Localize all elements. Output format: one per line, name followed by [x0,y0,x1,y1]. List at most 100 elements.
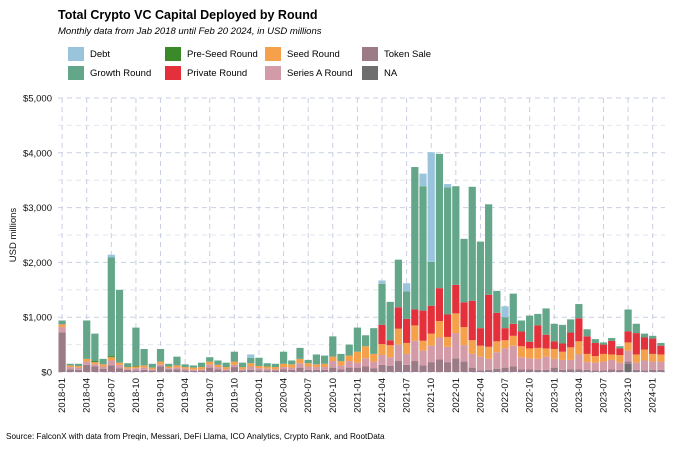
bar-segment-seed-round [419,340,427,351]
bar-segment-series-a-round [632,362,640,370]
bar-segment-token-sale [550,367,558,372]
bar-segment-series-a-round [115,364,124,369]
bar-segment-growth-round [394,259,403,308]
bar-segment-series-a-round [181,368,189,371]
bar-segment-growth-round [485,204,493,295]
bar-segment-token-sale [353,367,362,372]
bar-segment-growth-round [197,362,206,368]
bar-segment-growth-round [542,308,550,335]
bar-segment-private-round [403,318,411,343]
x-tick-label: 2020-01 [254,378,265,413]
bar-segment-growth-round [140,348,148,366]
bar-segment-series-a-round [189,369,197,371]
bar-segment-seed-round [493,341,501,353]
bar-segment-token-sale [320,369,329,372]
bar-segment-token-sale [632,369,640,372]
bar-segment-series-a-round [403,353,411,365]
bar-segment-token-sale [58,332,66,372]
bar-segment-series-a-round [99,366,107,369]
bar-segment-series-a-round [509,345,517,367]
bar-segment-seed-round [271,367,279,370]
bar-segment-token-sale [74,369,83,372]
legend-swatch [165,66,181,80]
bar-segment-series-a-round [288,367,296,370]
bar-segment-growth-round [263,363,271,367]
bar-segment-private-round [394,307,403,329]
bar-segment-private-round [649,338,657,354]
bar-segment-growth-round [616,346,624,349]
bar-segment-token-sale [509,366,517,372]
bar-segment-growth-round [411,167,419,310]
bar-segment-series-a-round [83,361,91,365]
bar-segment-seed-round [435,321,444,338]
bar-segment-token-sale [624,361,632,364]
bar-segment-token-sale [476,370,485,372]
bar-segment-growth-round [517,320,526,332]
bar-segment-token-sale [263,370,271,372]
bar-segment-private-round [599,344,608,354]
bar-segment-series-a-round [591,362,599,371]
bar-segment-growth-round [255,357,263,366]
bar-segment-growth-round [296,347,304,359]
x-tick-label: 2020-10 [328,378,339,413]
bar-segment-token-sale [107,365,115,372]
bar-segment-seed-round [99,364,107,367]
bar-segment-growth-round [435,153,444,289]
bar-segment-token-sale [173,369,181,372]
bar-segment-private-round [591,342,599,357]
y-tick-label: $2,000 [23,258,52,269]
bar-segment-growth-round [271,363,279,368]
bar-segment-series-a-round [567,359,575,370]
bar-segment-token-sale [222,370,230,372]
bar-segment-debt [403,283,411,292]
x-tick-label: 2019-07 [205,378,216,413]
bar-segment-growth-round [460,238,468,303]
bar-segment-series-a-round [550,358,558,368]
bar-segment-token-sale [608,369,616,372]
bar-segment-growth-round [124,363,132,368]
bar-segment-seed-round [575,341,583,355]
bar-segment-series-a-round [165,368,173,370]
bar-segment-series-a-round [91,364,99,367]
bar-segment-seed-round [640,349,649,361]
bar-segment-seed-round [649,353,657,362]
bar-segment-growth-round [534,313,542,326]
bar-segment-seed-round [485,346,493,359]
bar-segment-seed-round [140,365,148,368]
legend-label: Series A Round [287,67,353,79]
legend-swatch [362,66,378,80]
bar-segment-growth-round [608,338,616,341]
bar-segment-seed-round [476,345,485,357]
legend-swatch [165,47,181,61]
legend-label: Private Round [187,67,248,79]
bar-segment-growth-round [624,309,632,332]
bar-segment-seed-round [591,356,599,363]
bar-segment-series-a-round [558,359,567,370]
bar-segment-token-sale [501,367,509,372]
bar-segment-growth-round [238,362,247,368]
bar-segment-seed-round [534,347,542,359]
y-tick-label: $5,000 [23,94,52,105]
bar-segment-token-sale [534,369,542,372]
bar-segment-growth-round [386,301,394,341]
legend-label: Token Sale [384,48,432,60]
bar-segment-series-a-round [312,367,320,370]
bar-segment-seed-round [189,367,197,370]
bar-segment-series-a-round [345,361,353,368]
bar-segment-seed-round [304,363,312,367]
bar-segment-seed-round [386,345,394,358]
bar-segment-token-sale [435,359,444,372]
bar-segment-token-sale [403,364,411,372]
bar-segment-series-a-round [197,369,206,371]
bar-segment-seed-round [148,367,156,370]
bar-segment-growth-round [345,344,353,356]
bar-segment-token-sale [288,369,296,372]
bar-segment-token-sale [567,369,575,372]
legend-item: Seed Round [265,47,340,61]
bar-segment-seed-round [517,346,526,358]
bar-segment-series-a-round [534,358,542,370]
bar-segment-growth-round [575,304,583,319]
bar-segment-growth-round [632,323,640,334]
bar-segment-private-round [460,302,468,328]
